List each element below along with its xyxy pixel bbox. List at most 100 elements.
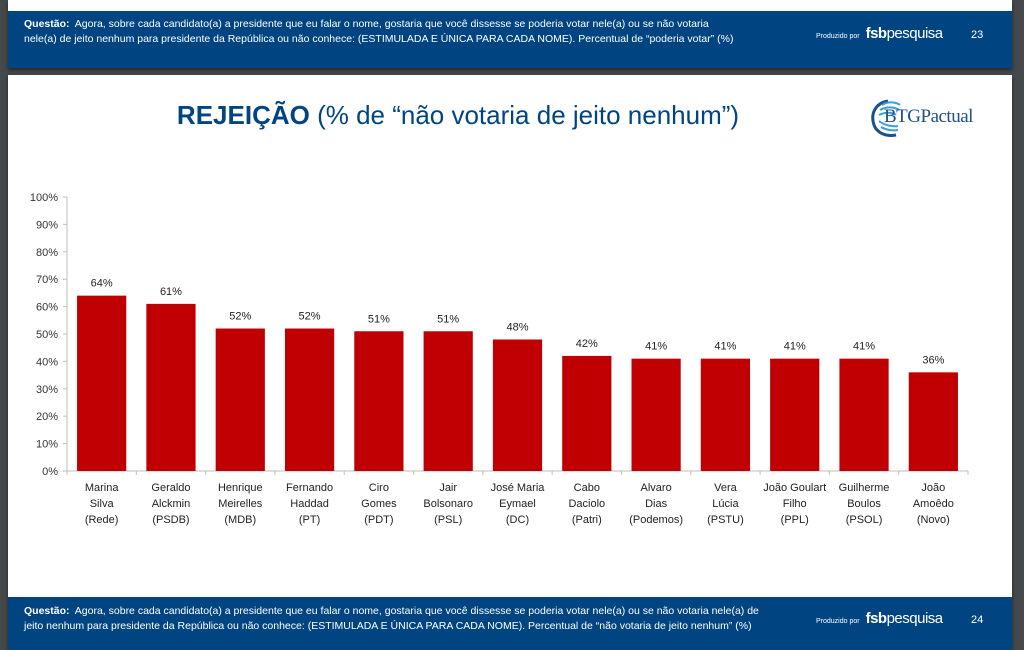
value-label: 48%: [506, 321, 528, 333]
category-label: Dias: [645, 498, 668, 510]
category-label: Filho: [783, 498, 807, 510]
slide-title: REJEIÇÃO (% de “não votaria de jeito nen…: [8, 100, 908, 131]
category-label: Jair: [439, 482, 457, 494]
btg-swirl-icon: [871, 99, 901, 137]
category-label: Gomes: [361, 498, 397, 510]
category-label: Geraldo: [151, 482, 190, 494]
bar: [700, 358, 751, 471]
category-label: (PSTU): [707, 514, 744, 526]
question-label: Questão:: [24, 605, 70, 617]
category-label: Guilherme: [839, 482, 890, 494]
category-label: (Rede): [85, 514, 119, 526]
category-label: Daciolo: [568, 498, 605, 510]
category-label: (PPL): [781, 514, 809, 526]
producer-credit: Produzido por fsbpesquisa: [816, 25, 943, 42]
bar: [562, 355, 612, 471]
category-label: Haddad: [290, 498, 329, 510]
category-label: Lúcia: [712, 498, 739, 510]
question-line-2: jeito nenhum para presidente da Repúblic…: [24, 620, 752, 632]
y-tick-label: 10%: [36, 439, 58, 451]
bar: [631, 358, 681, 471]
bar: [354, 331, 404, 471]
title-rest: (% de “não votaria de jeito nenhum”): [309, 100, 740, 130]
category-label: Eymael: [499, 498, 536, 510]
produced-by-label: Produzido por: [816, 618, 860, 625]
category-label: (MDB): [224, 514, 256, 526]
question-line-1: Agora, sobre cada candidato(a) a preside…: [74, 18, 709, 30]
bar: [908, 372, 958, 471]
value-label: 51%: [368, 313, 390, 325]
bars: [77, 295, 958, 471]
y-tick-label: 80%: [36, 247, 58, 259]
x-axis: [63, 470, 969, 475]
category-label: Silva: [90, 498, 115, 510]
slide-footer: Questão: Agora, sobre cada candidato(a) …: [8, 597, 1012, 650]
y-tick-label: 30%: [36, 384, 58, 396]
produced-by-label: Produzido por: [816, 33, 860, 40]
value-label: 41%: [645, 341, 667, 353]
category-label: Cabo: [574, 482, 600, 494]
category-labels: Marina Silva (Rede) Geraldo Alckmin (PSDB) Hen…: [85, 482, 954, 526]
bar: [839, 358, 889, 471]
value-label: 61%: [160, 286, 182, 298]
category-label: Ciro: [369, 482, 389, 494]
previous-question-text: Questão: Agora, sobre cada candidato(a) …: [24, 17, 734, 47]
value-label: 41%: [714, 341, 736, 353]
bar: [423, 331, 473, 471]
category-label: (PSOL): [846, 514, 883, 526]
bar: [284, 328, 335, 471]
value-label: 51%: [437, 313, 459, 325]
page-number: 24: [971, 614, 984, 626]
category-label: (PSDB): [152, 514, 189, 526]
y-axis: 0% 10% 20% 30% 40% 50% 60% 70% 80% 90% 100%: [30, 192, 68, 478]
category-label: Meirelles: [218, 498, 263, 510]
logo-text: BTGPactual: [884, 106, 973, 127]
y-tick-label: 50%: [36, 329, 58, 341]
category-label: Vera: [714, 482, 738, 494]
bar: [215, 328, 265, 471]
question-line-1: Agora, sobre cada candidato(a) a preside…: [74, 605, 759, 617]
question-label: Questão:: [24, 18, 70, 30]
bar: [492, 339, 543, 471]
btg-pactual-logo: BTGPactual: [868, 97, 998, 139]
category-label: Fernando: [286, 482, 333, 494]
page-number: 23: [971, 29, 984, 41]
title-bold: REJEIÇÃO: [176, 100, 310, 130]
category-label: Henrique: [218, 482, 263, 494]
y-tick-label: 60%: [36, 302, 58, 314]
value-label: 41%: [853, 341, 875, 353]
footer-question-text: Questão: Agora, sobre cada candidato(a) …: [24, 604, 759, 634]
y-tick-label: 70%: [36, 274, 58, 286]
category-label: (PT): [299, 514, 320, 526]
bar: [770, 358, 820, 471]
y-tick-label: 40%: [36, 356, 58, 368]
category-label: (DC): [506, 514, 529, 526]
category-label: (Podemos): [629, 514, 683, 526]
category-label: Marina: [85, 482, 120, 494]
category-label: Boulos: [847, 498, 881, 510]
fsb-pesquisa-logo: fsbpesquisa: [865, 610, 944, 627]
fsb-pesquisa-logo: fsbpesquisa: [865, 25, 944, 42]
category-label: (Novo): [917, 514, 950, 526]
previous-slide: Questão: Agora, sobre cada candidato(a) …: [8, 0, 1012, 68]
category-label: Amoêdo: [913, 498, 954, 510]
value-label: 42%: [576, 338, 598, 350]
y-tick-label: 100%: [30, 192, 58, 204]
current-slide: REJEIÇÃO (% de “não votaria de jeito nen…: [8, 75, 1012, 650]
category-label: João: [921, 482, 945, 494]
value-label: 41%: [784, 341, 806, 353]
category-label: Alvaro: [641, 482, 672, 494]
producer-credit: Produzido por fsbpesquisa: [816, 610, 943, 627]
category-label: Bolsonaro: [423, 498, 473, 510]
bar: [77, 295, 127, 471]
value-label: 52%: [299, 311, 321, 323]
bar: [146, 303, 196, 471]
category-label: (PSL): [434, 514, 462, 526]
y-tick-label: 20%: [36, 411, 58, 423]
previous-slide-footer: Questão: Agora, sobre cada candidato(a) …: [8, 11, 1012, 68]
category-label: Alckmin: [152, 498, 191, 510]
value-labels: 64% 61% 52% 52% 51% 51% 48% 42% 41% 41% 41% 41% 36%: [91, 278, 945, 367]
category-label: João Goulart: [763, 482, 826, 494]
y-tick-label: 0%: [42, 466, 58, 478]
value-label: 52%: [229, 311, 251, 323]
